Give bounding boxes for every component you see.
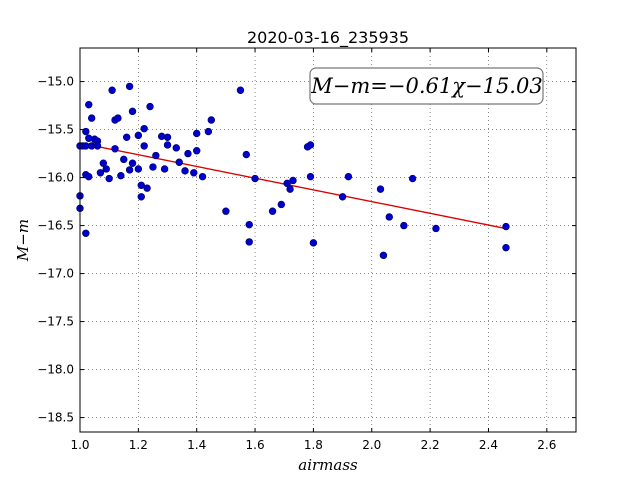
- data-point: [137, 193, 145, 201]
- data-point: [190, 169, 198, 177]
- data-point: [222, 207, 230, 215]
- data-point: [82, 127, 90, 136]
- data-point: [283, 179, 291, 188]
- data-point: [114, 114, 122, 122]
- data-point: [152, 151, 160, 160]
- y-tick-label: −18.0: [37, 363, 74, 377]
- data-point: [242, 150, 251, 159]
- data-point: [149, 163, 157, 171]
- data-point: [175, 158, 183, 166]
- y-tick-label: −17.0: [37, 267, 74, 281]
- data-point: [306, 141, 315, 149]
- data-points: [76, 82, 510, 260]
- data-point: [268, 207, 277, 215]
- data-point: [338, 193, 347, 201]
- data-point: [140, 124, 148, 133]
- x-tick-label: 2.2: [421, 438, 440, 452]
- data-point: [163, 133, 172, 141]
- data-point: [85, 172, 93, 181]
- data-point: [108, 86, 116, 94]
- plot-frame: [79, 47, 577, 433]
- data-point: [163, 141, 172, 149]
- axis-ticks: 1.0 1.2 1.4 1.6 1.8 2.0 2.2 2.4 2.6 −15.0 −15.5 −16…: [37, 48, 576, 452]
- y-tick-label: −18.5: [37, 411, 74, 425]
- data-point: [245, 238, 253, 246]
- x-tick-label: 2.0: [362, 438, 381, 452]
- fit-equation: M−m=−0.61χ−15.03: [310, 74, 542, 98]
- data-point: [122, 133, 131, 141]
- data-point: [408, 174, 417, 183]
- data-point: [502, 222, 510, 231]
- data-point: [93, 142, 102, 150]
- x-tick-label: 1.0: [70, 438, 89, 452]
- data-point: [344, 172, 353, 181]
- data-point: [400, 221, 408, 230]
- y-tick-label: −15.0: [37, 75, 74, 89]
- grid-lines: [80, 48, 576, 432]
- y-axis-label: M−m: [14, 219, 32, 262]
- data-point: [245, 220, 253, 229]
- data-point: [128, 159, 137, 167]
- data-point: [102, 165, 110, 173]
- data-point: [125, 166, 134, 174]
- data-point: [99, 159, 108, 167]
- data-point: [146, 102, 154, 111]
- data-point: [193, 129, 201, 138]
- data-point: [184, 149, 192, 158]
- data-point: [379, 251, 388, 260]
- data-point: [376, 185, 385, 193]
- data-point: [87, 114, 96, 122]
- data-point: [385, 213, 393, 221]
- y-tick-label: −16.5: [37, 219, 74, 233]
- data-point: [286, 185, 294, 193]
- data-point: [143, 184, 151, 192]
- data-point: [181, 167, 189, 175]
- data-point: [125, 82, 134, 91]
- data-point: [251, 174, 259, 183]
- data-point: [198, 172, 207, 181]
- data-point: [204, 127, 213, 136]
- x-tick-label: 2.4: [479, 438, 498, 452]
- y-tick-label: −16.0: [37, 171, 74, 185]
- data-point: [85, 100, 93, 109]
- data-point: [432, 224, 440, 233]
- data-point: [128, 107, 137, 116]
- data-point: [137, 181, 145, 189]
- data-point: [502, 243, 510, 252]
- y-tick-label: −17.5: [37, 315, 74, 329]
- x-tick-label: 1.2: [129, 438, 148, 452]
- x-tick-label: 1.6: [246, 438, 265, 452]
- data-point: [207, 116, 215, 124]
- data-point: [309, 239, 318, 247]
- data-point: [193, 147, 201, 155]
- data-point: [82, 229, 90, 237]
- x-tick-label: 1.8: [304, 438, 323, 452]
- chart-title: 2020-03-16_235935: [247, 28, 409, 48]
- data-point: [134, 165, 143, 173]
- fit-line: [79, 142, 507, 230]
- data-point: [105, 174, 113, 183]
- data-point: [140, 142, 148, 150]
- data-point: [236, 86, 245, 94]
- annotation-box: M−m=−0.61χ−15.03: [309, 67, 544, 105]
- x-axis-label: airmass: [298, 456, 358, 474]
- data-point: [96, 169, 105, 177]
- data-point: [120, 155, 128, 164]
- data-point: [306, 172, 315, 181]
- fit-line-layer: [79, 142, 507, 230]
- data-point: [134, 131, 143, 140]
- data-point: [160, 165, 169, 173]
- data-point: [289, 176, 297, 185]
- data-point: [117, 171, 125, 180]
- x-tick-label: 2.6: [537, 438, 556, 452]
- data-point: [277, 200, 286, 209]
- data-point: [172, 144, 180, 152]
- data-point: [111, 145, 119, 153]
- y-tick-label: −15.5: [37, 123, 74, 137]
- x-tick-label: 1.4: [187, 438, 206, 452]
